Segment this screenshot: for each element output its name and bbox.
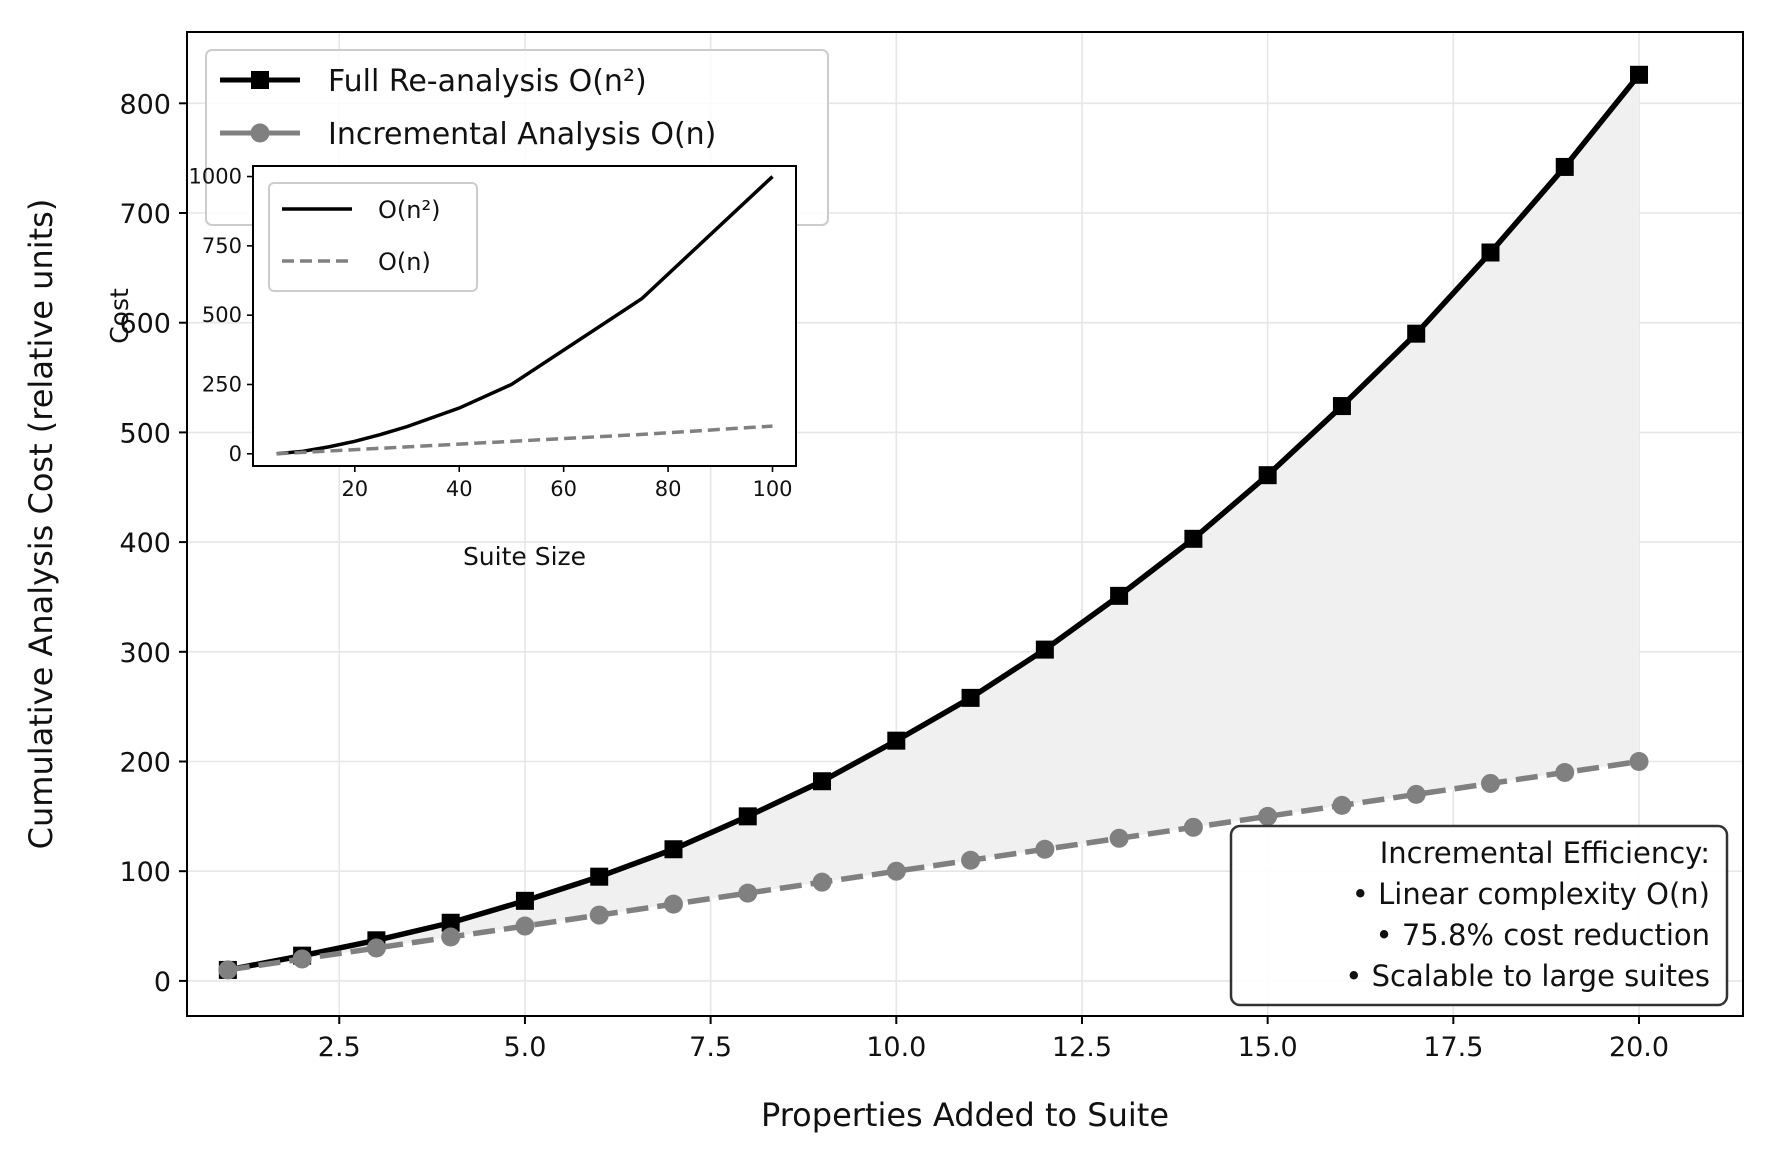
- inset-x-tick-label: 80: [655, 477, 682, 501]
- full-reanalysis-point: [590, 867, 609, 886]
- full-reanalysis-point: [1035, 640, 1054, 659]
- incremental-point: [663, 894, 683, 914]
- incremental-line: [227, 758, 1640, 973]
- full-reanalysis-point: [813, 772, 832, 791]
- incremental-point: [1258, 806, 1278, 826]
- inset-linear-line: [276, 424, 773, 456]
- full-reanalysis-point: [1110, 586, 1129, 605]
- inset-x-tick-label: 100: [752, 477, 792, 501]
- inset-x-tick-label: 40: [446, 477, 473, 501]
- legend-marker-circle: [250, 123, 270, 143]
- incremental-point: [1406, 784, 1426, 804]
- incremental-point: [1629, 751, 1649, 771]
- annotation-heading: Incremental Efficiency:: [1380, 836, 1710, 870]
- inset-quadratic-line: [276, 175, 774, 456]
- main-ticks: 2.5 5.0 7.5 10.0 12.5 15.0 17.5 20.001002003004…: [119, 89, 1669, 1063]
- full-reanalysis-point: [1184, 529, 1203, 548]
- y-tick-label: 600: [119, 309, 171, 340]
- full-reanalysis-point: [1407, 324, 1426, 343]
- inset-x-tick-label: 60: [550, 477, 577, 501]
- full-reanalysis-point: [664, 840, 683, 859]
- full-reanalysis-line: [227, 73, 1642, 973]
- annotation-bullet: • 75.8% cost reduction: [1376, 918, 1710, 952]
- full-reanalysis-point: [441, 913, 460, 932]
- y-tick-label: 500: [119, 418, 171, 449]
- full-reanalysis-point: [738, 807, 757, 826]
- annotation-box: [1229, 824, 1729, 1007]
- y-tick-label: 200: [119, 747, 171, 778]
- main-series-group: [218, 65, 1649, 980]
- full-reanalysis-point: [1332, 397, 1351, 416]
- x-tick-label: 5.0: [503, 1032, 546, 1063]
- main-y-axis-title: Cumulative Analysis Cost (relative units…: [22, 199, 60, 850]
- full-reanalysis-point: [887, 731, 906, 750]
- full-reanalysis-point: [1630, 65, 1649, 84]
- main-plot-frame: [186, 31, 1744, 1017]
- incremental-point: [961, 850, 981, 870]
- inset-y-tick-label: 750: [202, 234, 242, 258]
- y-tick-label: 100: [119, 857, 171, 888]
- x-tick-label: 17.5: [1423, 1032, 1483, 1063]
- cost-gap-fill: [227, 74, 1640, 970]
- inset-y-axis-title: Cost: [105, 288, 134, 344]
- inset-legend-label-linear: O(n): [378, 248, 431, 276]
- full-reanalysis-point: [1258, 466, 1277, 485]
- annotation-bullet: • Linear complexity O(n): [1352, 877, 1710, 911]
- x-tick-label: 20.0: [1609, 1032, 1669, 1063]
- x-tick-label: 10.0: [866, 1032, 926, 1063]
- incremental-point: [366, 938, 386, 958]
- incremental-point: [1035, 839, 1055, 859]
- y-tick-label: 0: [154, 967, 171, 998]
- incremental-point: [738, 883, 758, 903]
- x-tick-label: 7.5: [689, 1032, 732, 1063]
- x-tick-label: 12.5: [1052, 1032, 1112, 1063]
- inset-y-tick-label: 1000: [189, 165, 242, 189]
- inset-legend: O(n²) O(n): [268, 182, 478, 292]
- incremental-point: [292, 949, 312, 969]
- incremental-point: [515, 916, 535, 936]
- incremental-point: [441, 927, 461, 947]
- x-tick-label: 15.0: [1238, 1032, 1298, 1063]
- inset-x-tick-label: 20: [341, 477, 368, 501]
- full-reanalysis-point: [961, 688, 980, 707]
- inset-legend-label-quadratic: O(n²): [378, 196, 440, 224]
- y-tick-label: 300: [119, 638, 171, 669]
- incremental-point: [1183, 817, 1203, 837]
- legend-label-incremental: Incremental Analysis O(n): [328, 117, 716, 152]
- y-tick-label: 800: [119, 89, 171, 120]
- annotation-bullet: • Scalable to large suites: [1345, 959, 1710, 993]
- inset-y-tick-label: 250: [202, 372, 242, 396]
- incremental-point: [1555, 762, 1575, 782]
- full-reanalysis-point: [515, 891, 534, 910]
- incremental-point: [1109, 828, 1129, 848]
- inset-y-tick-label: 0: [229, 442, 242, 466]
- full-reanalysis-point: [1555, 157, 1574, 176]
- inset-series-group: [276, 175, 774, 456]
- legend-label-full-reanalysis: Full Re-analysis O(n²): [328, 64, 647, 99]
- full-reanalysis-point: [1481, 243, 1500, 262]
- x-tick-label: 2.5: [318, 1032, 361, 1063]
- inset-legend-box: [268, 182, 478, 292]
- incremental-point: [1332, 795, 1352, 815]
- inset-x-axis-title: Suite Size: [463, 542, 586, 571]
- incremental-point: [812, 872, 832, 892]
- main-x-axis-title: Properties Added to Suite: [761, 1096, 1169, 1134]
- y-tick-label: 700: [119, 199, 171, 230]
- incremental-point: [1480, 773, 1500, 793]
- inset-y-tick-label: 500: [202, 303, 242, 327]
- inset-plot-frame: [252, 165, 797, 467]
- efficiency-annotation: Incremental Efficiency: • Linear complex…: [1229, 824, 1729, 1007]
- incremental-point: [886, 861, 906, 881]
- y-tick-label: 400: [119, 528, 171, 559]
- incremental-point: [218, 960, 238, 980]
- incremental-point: [589, 905, 609, 925]
- legend-marker-square: [251, 71, 269, 89]
